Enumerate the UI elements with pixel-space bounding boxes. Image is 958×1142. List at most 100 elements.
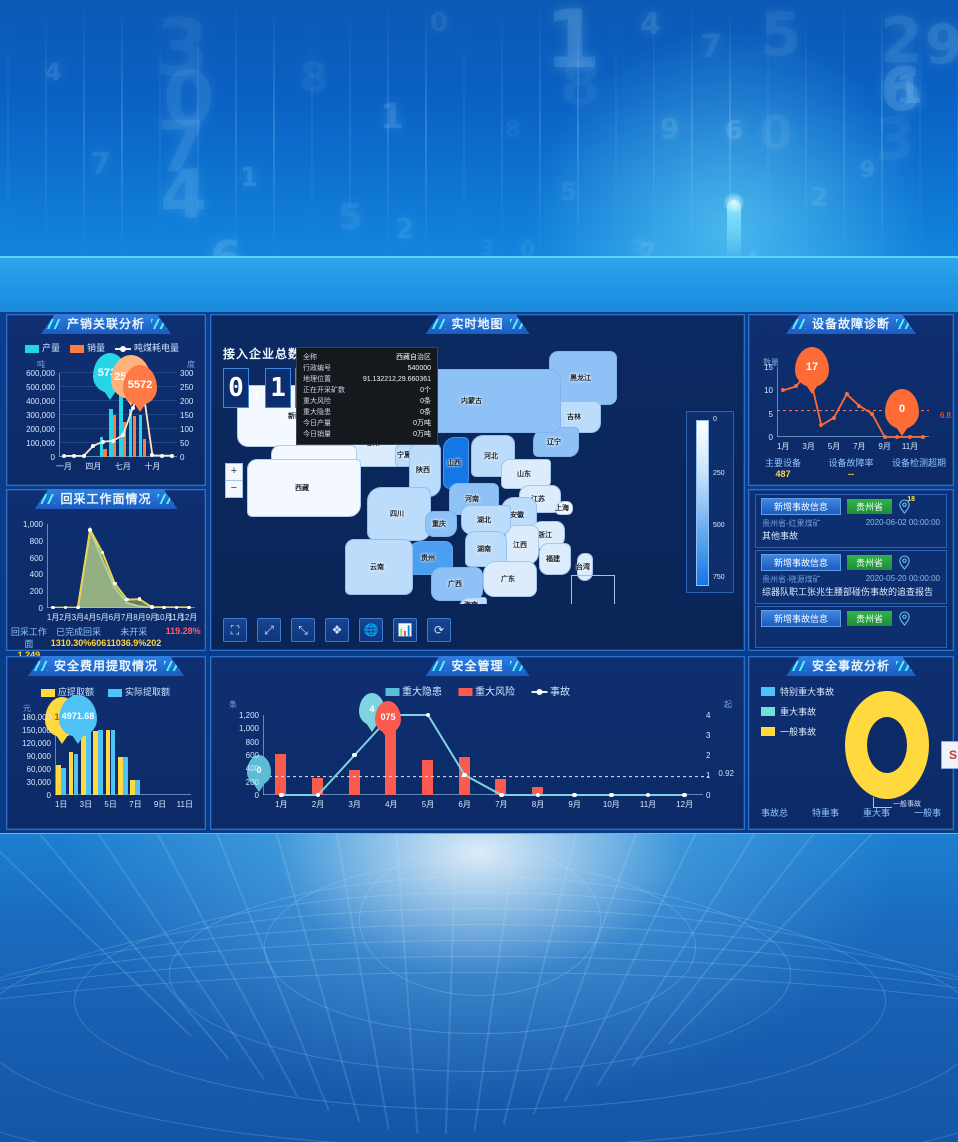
eq-xticks-10: 11月 <box>901 442 919 451</box>
map-province-河北[interactable] <box>471 435 515 477</box>
accident-tag-button[interactable]: 新增事故信息 <box>761 554 842 571</box>
chart-safetyfee <box>55 717 191 795</box>
sm-y2ticks-0: 0 <box>706 791 711 800</box>
mine-xticks-7: 8月 <box>133 613 146 622</box>
sm-yticks-0: 0 <box>254 791 259 800</box>
fee-xticks-6: 7日 <box>129 800 142 809</box>
sm-yticks-6: 1,200 <box>238 711 259 720</box>
panel-title-production: 产销关联分析 <box>41 314 171 334</box>
location-pin-icon <box>898 611 911 626</box>
sm-xticks-1: 2月 <box>311 800 325 809</box>
fee-yticks-5: 150,000 <box>22 726 51 735</box>
mine-xticks-8: 9月 <box>145 613 159 622</box>
map-province-西藏[interactable] <box>247 459 361 517</box>
y-unit-production: 吨 <box>37 360 45 369</box>
fee-yticks-3: 90,000 <box>26 752 51 761</box>
map-toolbar[interactable]: ⛶ ⤢ ⤡ ❖ 🌐 📊 ⟳ <box>223 618 451 642</box>
sm-xticks-2: 3月 <box>348 800 361 809</box>
prod-yticks-5: 500,000 <box>26 383 55 392</box>
tooltip-row-2: 地理位置 91.132212,29.660361 <box>303 376 431 383</box>
mine-xticks-5: 6月 <box>108 613 122 622</box>
map-province-重庆[interactable] <box>425 511 457 537</box>
fee-xticks-4: 5日 <box>104 800 117 809</box>
fee-yticks-1: 30,000 <box>26 778 51 787</box>
accident-card[interactable]: 新增事故信息 贵州省 18 贵州省-红果煤矿 2020-06-02 00:00:00 其他… <box>755 494 947 548</box>
map-legend-tick-500: 500 <box>713 522 725 529</box>
globe-icon[interactable]: 🌐 <box>359 618 383 642</box>
map-province-上海[interactable] <box>555 501 573 515</box>
map-province-广西[interactable] <box>431 567 483 601</box>
map-canvas[interactable]: 黑龙江吉林辽宁内蒙古新疆甘肃青海宁夏陕西山西河北山东河南江苏安徽上海浙江江西湖北… <box>219 339 736 604</box>
chart-production <box>59 372 177 458</box>
panel-title-accidentanalysis: 安全事故分析 <box>786 656 916 676</box>
sm-xticks-7: 8月 <box>531 800 545 809</box>
map-province-label-上海: 上海 <box>555 505 569 512</box>
expand-icon[interactable]: ⤢ <box>257 618 281 642</box>
accident-tag-button[interactable]: 新增事故信息 <box>761 610 842 627</box>
stat-equipment-0: 主要设备 487 <box>764 458 801 479</box>
map-province-云南[interactable] <box>345 539 413 595</box>
accident-card-header: 新增事故信息 贵州省 <box>756 551 946 574</box>
mine-xticks-3: 4月 <box>83 613 97 622</box>
layers-icon[interactable]: ❖ <box>325 618 349 642</box>
sm-yticks-4: 800 <box>245 737 259 747</box>
stat-mining-2: 未开采 11036.9%202 <box>106 627 162 648</box>
counter-digit-0: 0 <box>223 368 249 408</box>
map-province-label-江西: 江西 <box>513 542 527 549</box>
legend-item-actual: 实际提取额 <box>108 685 170 698</box>
prod-yticks-3: 300,000 <box>26 411 55 420</box>
panel-title-safetyfee: 安全费用提取情况 <box>28 656 184 676</box>
stat-aa-1: 特重事 <box>811 808 839 818</box>
prod-y2ticks-5: 250 <box>180 383 194 392</box>
y2-unit-production: 度 <box>187 360 195 369</box>
legend-safetymgmt: 重大隐患 重大风险 事故 <box>385 683 570 698</box>
map-province-label-黑龙江: 黑龙江 <box>570 375 591 382</box>
tooltip-row-0: 全称 西藏自治区 <box>303 354 431 361</box>
sm-yticks-2: 400 <box>245 764 259 774</box>
accident-tag-button[interactable]: 新增事故信息 <box>761 498 842 515</box>
mine-yticks-4: 800 <box>29 536 43 546</box>
accident-description: 综器队职工张兆生腰部碰伤事故的追查报告 <box>762 587 934 597</box>
balloon-safetymgmt-0: 0 <box>247 755 271 785</box>
bar-chart-icon[interactable]: 📊 <box>393 618 417 642</box>
map-province-广东[interactable] <box>483 561 537 597</box>
accident-card[interactable]: 新增事故信息 贵州省 贵州省-晓源煤矿 2020-05-20 00:00:00 综器队职… <box>755 550 947 604</box>
map-province-label-新疆: 新疆 <box>288 413 302 420</box>
map-zoom-in-button[interactable]: + <box>230 465 238 477</box>
prod-xticks-9: 十月 <box>144 462 161 471</box>
map-zoom-out-button[interactable]: − <box>226 480 242 497</box>
select-area-icon[interactable]: ⛶ <box>223 618 247 642</box>
map-province-江西[interactable] <box>505 525 539 565</box>
panel-mining-face: 回采工作面情况 回采工作面 1,249 已完成回采 1310.30%606 未开… <box>6 489 206 660</box>
map-zoom-controls[interactable]: + − <box>225 463 243 498</box>
balloon-equipment-min: 0 <box>885 389 919 429</box>
map-southsea-inset <box>571 575 615 604</box>
mine-yticks-3: 600 <box>29 553 43 563</box>
sm-y2ticks-3: 3 <box>706 731 711 740</box>
accident-card[interactable]: 新增事故信息 贵州省 <box>755 606 947 648</box>
map-province-label-云南: 云南 <box>370 564 384 571</box>
tooltip-row-4: 重大风险 0条 <box>303 398 431 405</box>
fee-yticks-6: 180,000 <box>22 713 51 722</box>
map-province-label-江苏: 江苏 <box>531 496 545 503</box>
eq-xticks-4: 5月 <box>827 442 841 451</box>
prod-y2ticks-4: 200 <box>180 397 194 406</box>
eq-xticks-2: 3月 <box>802 442 815 451</box>
accident-card-header: 新增事故信息 贵州省 <box>756 607 946 630</box>
map-province-label-重庆: 重庆 <box>432 521 446 528</box>
donut-callout-label: 一般事故 <box>893 801 921 808</box>
panel-accident-analysis: 安全事故分析 特别重大事故 重大事故 一般事故 一般事故 S ⋮ <box>748 656 958 830</box>
map-province-label-海南: 海南 <box>464 600 478 604</box>
eq-xticks-0: 1月 <box>777 442 790 451</box>
map-province-台湾[interactable] <box>577 553 593 581</box>
panel-title-equipment: 设备故障诊断 <box>786 314 916 334</box>
collapse-icon[interactable]: ⤡ <box>291 618 315 642</box>
y-unit-equipment: 数量 <box>763 358 779 367</box>
floating-action-button[interactable]: S ⋮ <box>941 741 958 769</box>
prod-yticks-6: 600,000 <box>26 369 55 378</box>
refresh-icon[interactable]: ⟳ <box>427 618 451 642</box>
sm-y2ticks-2: 2 <box>706 751 711 760</box>
mine-xticks-11: 12月 <box>180 613 198 622</box>
map-province-福建[interactable] <box>539 543 571 575</box>
fee-yticks-4: 120,000 <box>22 739 51 748</box>
